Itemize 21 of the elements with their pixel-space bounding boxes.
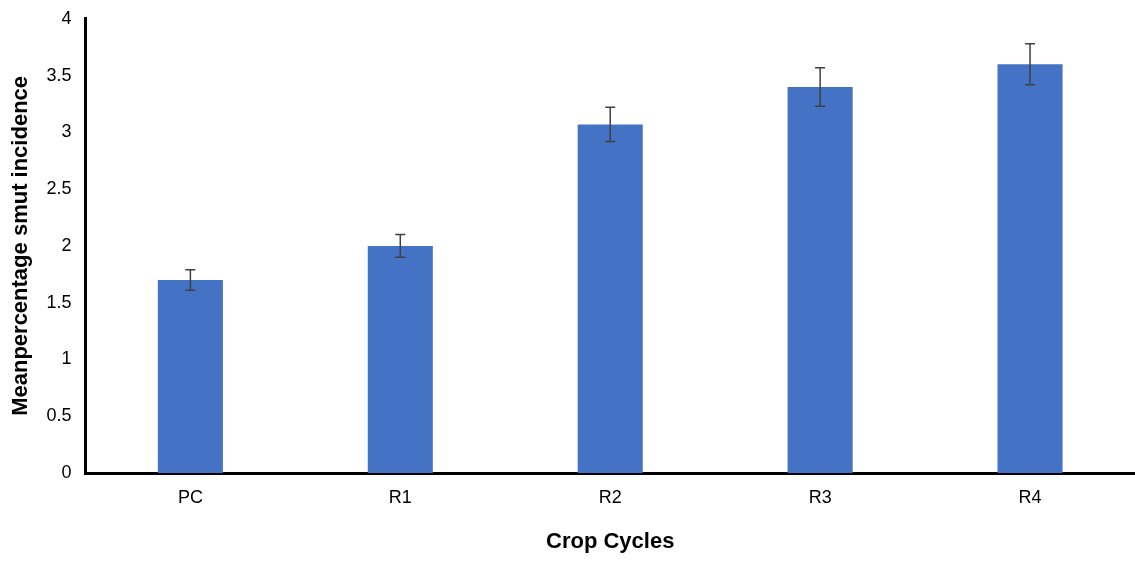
y-tick-label: 4	[61, 7, 72, 28]
bar	[997, 64, 1063, 473]
y-tick-label: 3	[61, 121, 72, 142]
bar	[367, 245, 433, 473]
y-axis-title: Meanpercentage smut incidence	[7, 75, 33, 416]
y-tick-label: 2.5	[46, 178, 72, 199]
y-tick-label: 0.5	[46, 405, 72, 426]
y-tick-label: 1	[61, 348, 72, 369]
x-tick-label: R3	[808, 486, 832, 507]
y-tick-label: 0	[61, 461, 72, 482]
x-tick-label: R1	[388, 486, 412, 507]
bar	[577, 124, 643, 473]
y-tick-label: 3.5	[46, 64, 72, 85]
x-tick-label: PC	[177, 486, 203, 507]
y-tick-label: 2	[61, 234, 72, 255]
x-tick-label: R4	[1018, 486, 1042, 507]
x-axis-title: Crop Cycles	[546, 527, 675, 553]
bar	[157, 279, 223, 473]
bar	[787, 86, 853, 473]
y-tick-label: 1.5	[46, 291, 72, 312]
x-tick-label: R2	[598, 486, 622, 507]
